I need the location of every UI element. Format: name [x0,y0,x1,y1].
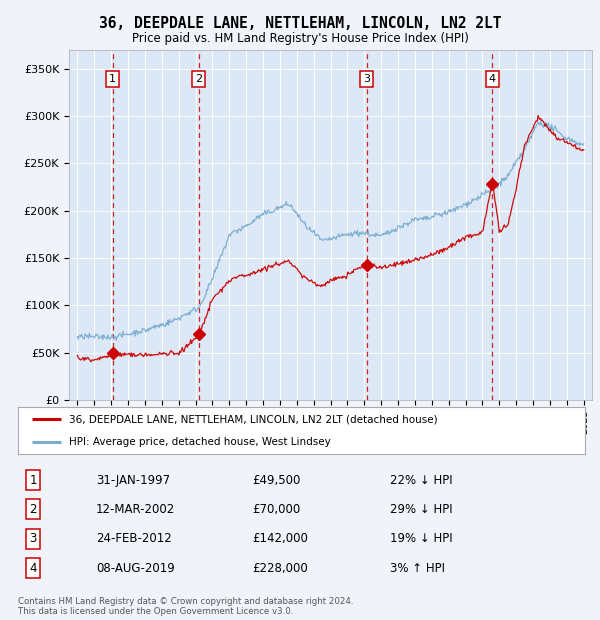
Text: 1: 1 [109,74,116,84]
Text: 3: 3 [364,74,370,84]
Text: £70,000: £70,000 [252,503,300,516]
Text: Contains HM Land Registry data © Crown copyright and database right 2024.
This d: Contains HM Land Registry data © Crown c… [18,596,353,616]
Text: 4: 4 [29,562,37,575]
Text: 4: 4 [489,74,496,84]
Text: £142,000: £142,000 [252,532,308,545]
Text: HPI: Average price, detached house, West Lindsey: HPI: Average price, detached house, West… [69,437,331,447]
Text: Price paid vs. HM Land Registry's House Price Index (HPI): Price paid vs. HM Land Registry's House … [131,32,469,45]
Text: 19% ↓ HPI: 19% ↓ HPI [390,532,452,545]
Text: 22% ↓ HPI: 22% ↓ HPI [390,474,452,487]
Text: 3% ↑ HPI: 3% ↑ HPI [390,562,445,575]
Text: 36, DEEPDALE LANE, NETTLEHAM, LINCOLN, LN2 2LT (detached house): 36, DEEPDALE LANE, NETTLEHAM, LINCOLN, L… [69,414,437,425]
Text: £49,500: £49,500 [252,474,301,487]
Text: 29% ↓ HPI: 29% ↓ HPI [390,503,452,516]
Text: 2: 2 [29,503,37,516]
Text: £228,000: £228,000 [252,562,308,575]
Text: 1: 1 [29,474,37,487]
Text: 12-MAR-2002: 12-MAR-2002 [96,503,175,516]
Text: 08-AUG-2019: 08-AUG-2019 [96,562,175,575]
Text: 24-FEB-2012: 24-FEB-2012 [96,532,172,545]
Text: 31-JAN-1997: 31-JAN-1997 [96,474,170,487]
Text: 3: 3 [29,532,37,545]
Text: 36, DEEPDALE LANE, NETTLEHAM, LINCOLN, LN2 2LT: 36, DEEPDALE LANE, NETTLEHAM, LINCOLN, L… [99,16,501,31]
Text: 2: 2 [195,74,202,84]
